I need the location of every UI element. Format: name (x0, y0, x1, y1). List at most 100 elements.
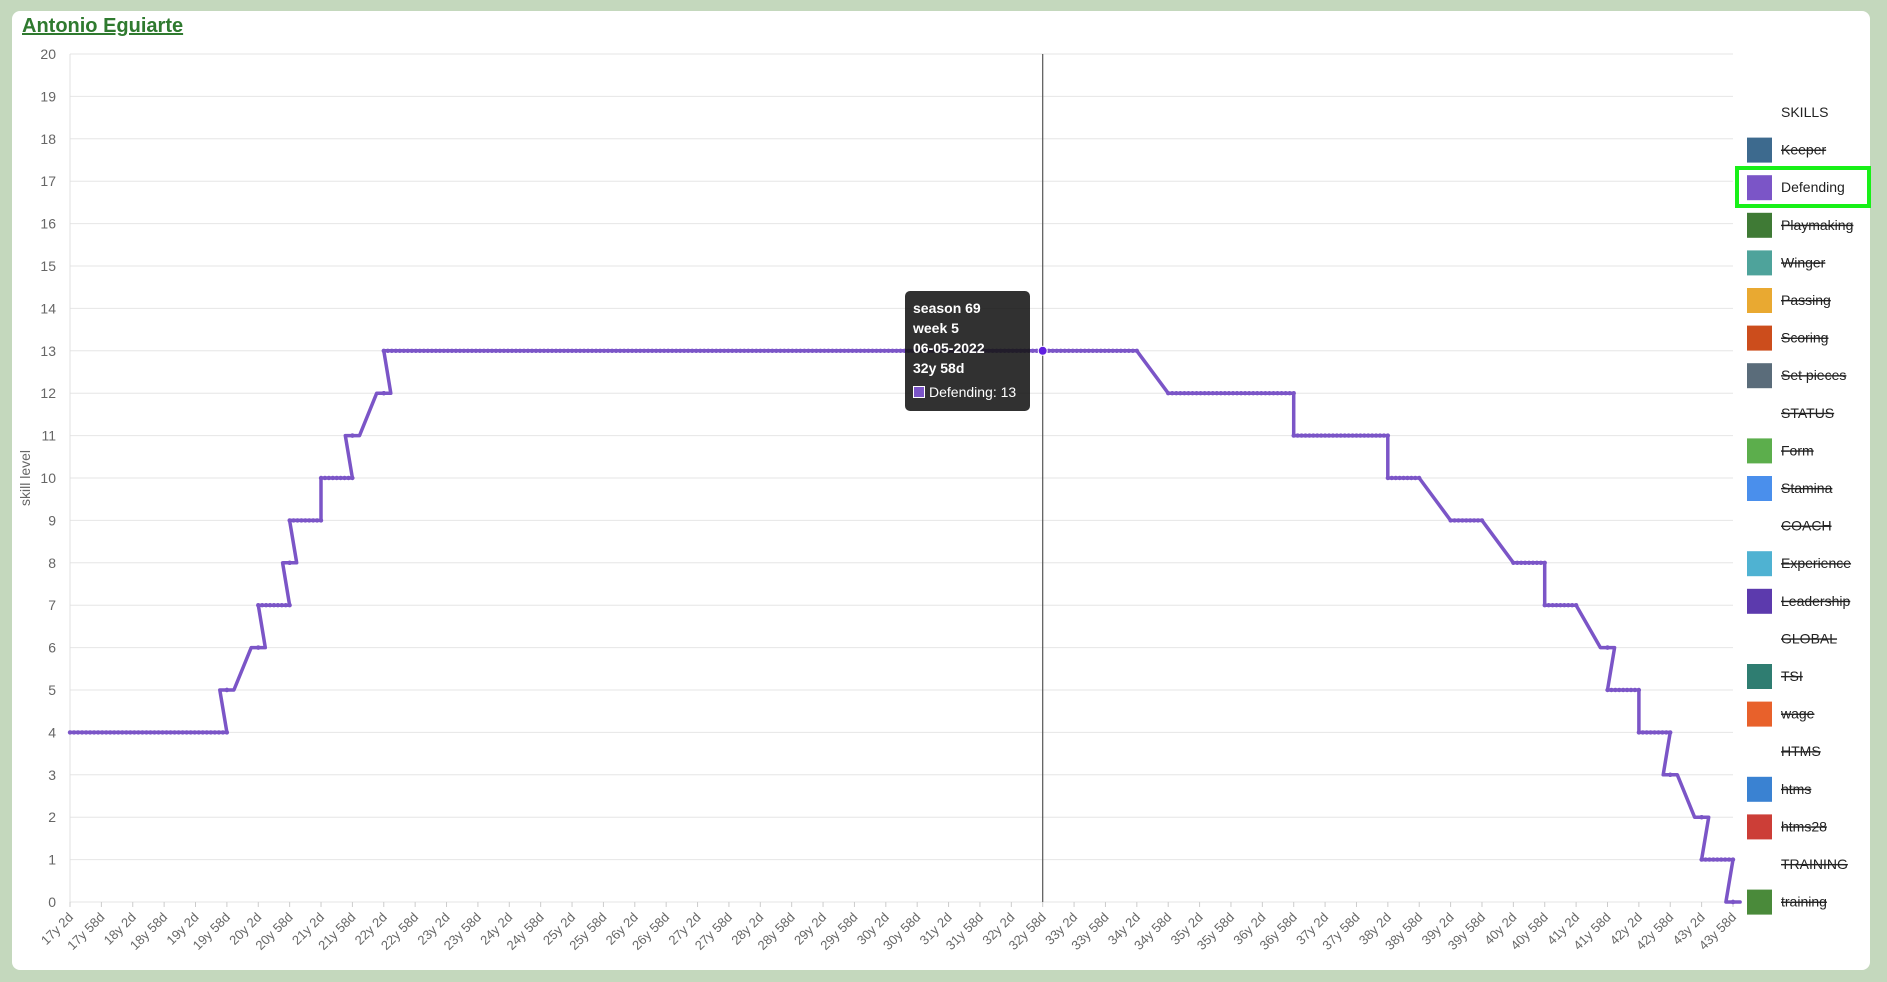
data-point (156, 730, 161, 735)
data-point (1628, 687, 1634, 693)
data-point (722, 348, 727, 353)
data-point (645, 348, 651, 353)
data-point (593, 348, 599, 353)
data-point (1405, 475, 1410, 481)
y-tick-label: 19 (40, 88, 56, 104)
legend-header-status[interactable]: STATUS (1781, 405, 1834, 421)
data-point (1366, 433, 1371, 438)
data-point (405, 348, 411, 353)
data-point (1475, 518, 1481, 523)
legend-experience[interactable]: Experience (1747, 551, 1851, 577)
y-axis-label: skill level (17, 450, 33, 506)
data-point (677, 348, 683, 353)
data-point (1166, 391, 1171, 396)
data-point (1452, 518, 1457, 523)
data-point (830, 348, 835, 353)
data-point (71, 730, 77, 735)
player-name-link[interactable]: Antonio Eguiarte (22, 15, 184, 37)
data-point (521, 348, 527, 353)
data-point (1393, 475, 1398, 481)
data-point (710, 348, 715, 353)
data-point (850, 348, 855, 353)
data-point (1715, 857, 1720, 862)
legend-keeper[interactable]: Keeper (1747, 137, 1826, 163)
tooltip-season: season 69 (913, 300, 981, 316)
legend-playmaking[interactable]: Playmaking (1747, 212, 1853, 238)
data-point (1550, 603, 1555, 608)
data-point (714, 348, 719, 353)
legend-stamina[interactable]: Stamina (1747, 476, 1833, 501)
y-tick-label: 20 (40, 46, 56, 62)
data-point (746, 348, 751, 353)
data-point (287, 603, 292, 608)
data-point (1699, 815, 1704, 820)
data-point (1070, 348, 1075, 353)
data-point (1283, 391, 1288, 396)
data-point (1350, 433, 1355, 438)
legend-header-training[interactable]: TRAINING (1781, 856, 1848, 872)
data-point (1644, 730, 1649, 735)
data-point (1214, 391, 1219, 396)
data-point (489, 348, 495, 353)
data-point (350, 433, 355, 438)
data-point (1636, 687, 1642, 693)
data-point (533, 348, 539, 353)
legend-training[interactable]: training (1747, 889, 1827, 915)
data-point (1338, 433, 1343, 438)
data-point (1699, 857, 1704, 862)
legend-header-global[interactable]: GLOBAL (1781, 630, 1837, 646)
data-point (557, 348, 563, 353)
legend-form[interactable]: Form (1747, 438, 1814, 464)
data-point (886, 348, 891, 353)
data-point (629, 348, 635, 353)
legend-htms28[interactable]: htms28 (1747, 814, 1827, 840)
data-point (220, 730, 226, 735)
data-point (734, 348, 739, 353)
data-point (1334, 433, 1340, 438)
data-point (1660, 730, 1665, 735)
data-point (1522, 560, 1528, 565)
data-point (1230, 391, 1236, 396)
data-point (168, 730, 173, 735)
data-point (1082, 348, 1087, 353)
legend-winger[interactable]: Winger (1747, 250, 1826, 276)
data-point (1385, 475, 1391, 481)
data-point (782, 348, 787, 353)
data-point (838, 348, 843, 353)
data-point (501, 348, 507, 353)
legend-header-htms[interactable]: HTMS (1781, 743, 1821, 759)
legend-set-pieces[interactable]: Set pieces (1747, 363, 1846, 389)
data-point (1566, 603, 1571, 608)
data-tooltip: season 69 week 5 06-05-2022 32y 58d Defe… (905, 291, 1030, 411)
data-point (1074, 348, 1079, 353)
legend-wage[interactable]: wage (1747, 701, 1815, 727)
legend-leadership[interactable]: Leadership (1747, 588, 1850, 614)
legend-passing[interactable]: Passing (1747, 288, 1831, 313)
legend-defending[interactable]: Defending (1747, 175, 1845, 201)
data-point (1295, 433, 1300, 438)
legend-swatch (1747, 476, 1772, 501)
data-point (1413, 475, 1418, 481)
data-point (834, 348, 839, 353)
legend-header-skills[interactable]: SKILLS (1781, 104, 1828, 120)
legend-label: Leadership (1781, 593, 1850, 609)
legend-scoring[interactable]: Scoring (1747, 325, 1828, 351)
legend-header-coach[interactable]: COACH (1781, 518, 1832, 534)
legend-tsi[interactable]: TSI (1747, 664, 1803, 689)
data-point (762, 348, 767, 353)
data-point (657, 348, 663, 353)
data-point (1050, 348, 1055, 353)
data-point (1326, 433, 1332, 438)
legend-htms[interactable]: htms (1747, 776, 1811, 802)
data-point (601, 348, 607, 353)
data-point (1652, 730, 1657, 735)
tooltip-swatch (913, 386, 925, 398)
data-point (1307, 433, 1312, 438)
data-point (798, 348, 803, 353)
data-point (858, 348, 863, 353)
legend-label: Passing (1781, 292, 1831, 308)
data-point (334, 475, 339, 481)
hovered-data-point[interactable] (1037, 345, 1048, 356)
y-tick-label: 10 (40, 470, 56, 486)
data-point (874, 348, 879, 353)
